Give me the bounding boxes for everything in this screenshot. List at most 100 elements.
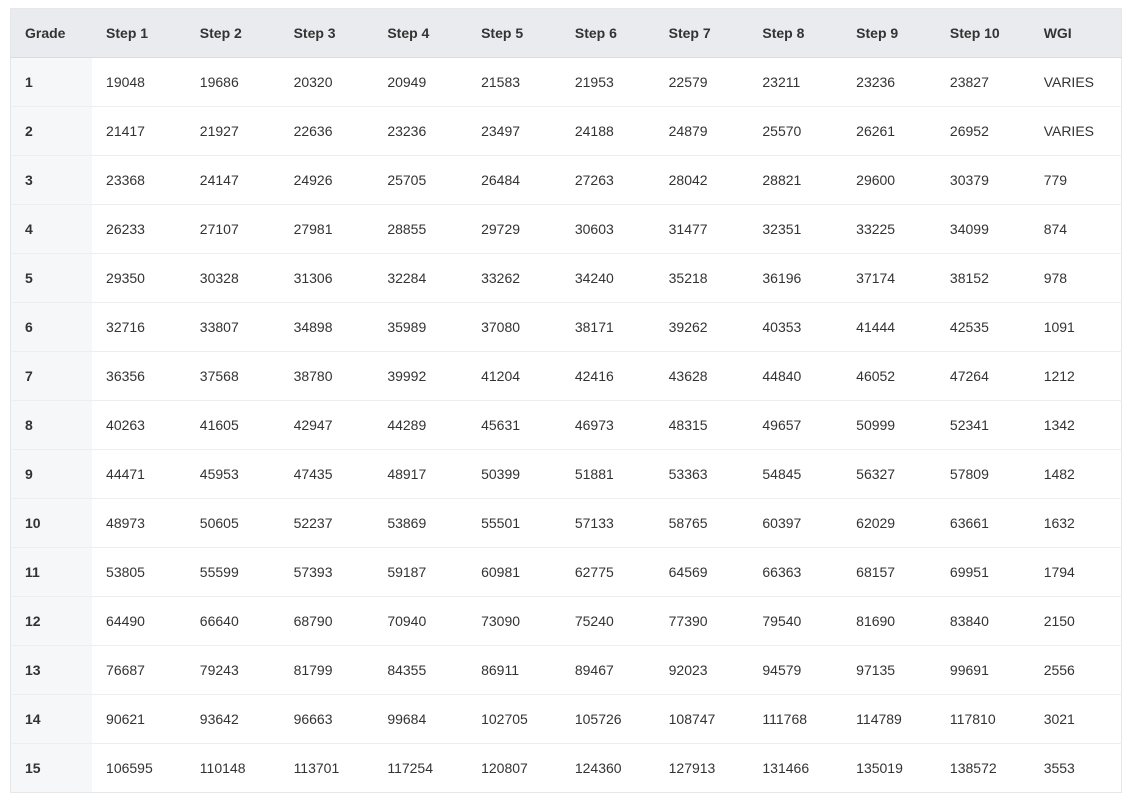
cell-step-1: 48973 <box>92 499 186 548</box>
cell-step-5: 33262 <box>467 254 561 303</box>
cell-step-10: 63661 <box>936 499 1030 548</box>
cell-step-2: 37568 <box>186 352 280 401</box>
cell-step-9: 29600 <box>842 156 936 205</box>
cell-step-3: 34898 <box>280 303 374 352</box>
cell-step-6: 27263 <box>561 156 655 205</box>
cell-step-6: 62775 <box>561 548 655 597</box>
col-wgi: WGI <box>1030 9 1122 58</box>
cell-step-10: 117810 <box>936 695 1030 744</box>
cell-step-2: 41605 <box>186 401 280 450</box>
row-grade: 11 <box>11 548 93 597</box>
cell-step-8: 32351 <box>748 205 842 254</box>
table-row: 2214172192722636232362349724188248792557… <box>11 107 1122 156</box>
cell-step-9: 37174 <box>842 254 936 303</box>
cell-step-2: 110148 <box>186 744 280 793</box>
cell-step-8: 66363 <box>748 548 842 597</box>
cell-step-6: 124360 <box>561 744 655 793</box>
table-body: 1190481968620320209492158321953225792321… <box>11 58 1122 793</box>
col-step-8: Step 8 <box>748 9 842 58</box>
cell-step-2: 24147 <box>186 156 280 205</box>
cell-step-5: 102705 <box>467 695 561 744</box>
row-grade: 15 <box>11 744 93 793</box>
cell-step-2: 19686 <box>186 58 280 107</box>
cell-wgi: 2556 <box>1030 646 1122 695</box>
table-header-row: Grade Step 1 Step 2 Step 3 Step 4 Step 5… <box>11 9 1122 58</box>
row-grade: 12 <box>11 597 93 646</box>
cell-step-3: 24926 <box>280 156 374 205</box>
cell-step-1: 64490 <box>92 597 186 646</box>
cell-step-3: 31306 <box>280 254 374 303</box>
col-step-10: Step 10 <box>936 9 1030 58</box>
cell-step-9: 56327 <box>842 450 936 499</box>
cell-step-6: 89467 <box>561 646 655 695</box>
cell-step-7: 58765 <box>655 499 749 548</box>
col-step-9: Step 9 <box>842 9 936 58</box>
cell-step-1: 26233 <box>92 205 186 254</box>
cell-step-9: 23236 <box>842 58 936 107</box>
cell-step-8: 49657 <box>748 401 842 450</box>
cell-step-6: 34240 <box>561 254 655 303</box>
cell-step-2: 50605 <box>186 499 280 548</box>
cell-step-6: 46973 <box>561 401 655 450</box>
cell-step-4: 20949 <box>373 58 467 107</box>
row-grade: 10 <box>11 499 93 548</box>
cell-step-10: 34099 <box>936 205 1030 254</box>
cell-step-6: 24188 <box>561 107 655 156</box>
cell-step-8: 44840 <box>748 352 842 401</box>
cell-step-7: 43628 <box>655 352 749 401</box>
col-step-3: Step 3 <box>280 9 374 58</box>
cell-step-7: 77390 <box>655 597 749 646</box>
table-row: 5293503032831306322843326234240352183619… <box>11 254 1122 303</box>
cell-wgi: 1091 <box>1030 303 1122 352</box>
row-grade: 6 <box>11 303 93 352</box>
table-row: 1048973506055223753869555015713358765603… <box>11 499 1122 548</box>
row-grade: 2 <box>11 107 93 156</box>
cell-step-5: 41204 <box>467 352 561 401</box>
cell-step-8: 28821 <box>748 156 842 205</box>
table-row: 1264490666406879070940730907524077390795… <box>11 597 1122 646</box>
cell-step-9: 62029 <box>842 499 936 548</box>
cell-step-7: 127913 <box>655 744 749 793</box>
cell-step-4: 84355 <box>373 646 467 695</box>
cell-step-7: 39262 <box>655 303 749 352</box>
cell-step-2: 93642 <box>186 695 280 744</box>
cell-step-2: 33807 <box>186 303 280 352</box>
cell-wgi: 978 <box>1030 254 1122 303</box>
cell-step-8: 23211 <box>748 58 842 107</box>
row-grade: 1 <box>11 58 93 107</box>
cell-step-2: 21927 <box>186 107 280 156</box>
cell-step-1: 19048 <box>92 58 186 107</box>
cell-step-8: 60397 <box>748 499 842 548</box>
row-grade: 13 <box>11 646 93 695</box>
cell-wgi: 1794 <box>1030 548 1122 597</box>
cell-step-7: 92023 <box>655 646 749 695</box>
col-grade: Grade <box>11 9 93 58</box>
cell-step-3: 27981 <box>280 205 374 254</box>
cell-step-10: 138572 <box>936 744 1030 793</box>
table-row: 1153805555995739359187609816277564569663… <box>11 548 1122 597</box>
cell-step-7: 108747 <box>655 695 749 744</box>
cell-step-6: 51881 <box>561 450 655 499</box>
cell-step-1: 21417 <box>92 107 186 156</box>
cell-step-2: 55599 <box>186 548 280 597</box>
cell-step-5: 55501 <box>467 499 561 548</box>
row-grade: 3 <box>11 156 93 205</box>
table-wrapper: Grade Step 1 Step 2 Step 3 Step 4 Step 5… <box>0 0 1132 801</box>
cell-step-4: 70940 <box>373 597 467 646</box>
cell-step-5: 86911 <box>467 646 561 695</box>
cell-step-7: 64569 <box>655 548 749 597</box>
col-step-5: Step 5 <box>467 9 561 58</box>
cell-step-10: 83840 <box>936 597 1030 646</box>
row-grade: 14 <box>11 695 93 744</box>
cell-step-2: 30328 <box>186 254 280 303</box>
cell-step-3: 81799 <box>280 646 374 695</box>
cell-step-3: 20320 <box>280 58 374 107</box>
cell-step-5: 120807 <box>467 744 561 793</box>
cell-step-9: 50999 <box>842 401 936 450</box>
cell-step-8: 131466 <box>748 744 842 793</box>
row-grade: 8 <box>11 401 93 450</box>
cell-step-6: 105726 <box>561 695 655 744</box>
cell-wgi: VARIES <box>1030 58 1122 107</box>
cell-step-6: 75240 <box>561 597 655 646</box>
table-row: 1376687792438179984355869118946792023945… <box>11 646 1122 695</box>
